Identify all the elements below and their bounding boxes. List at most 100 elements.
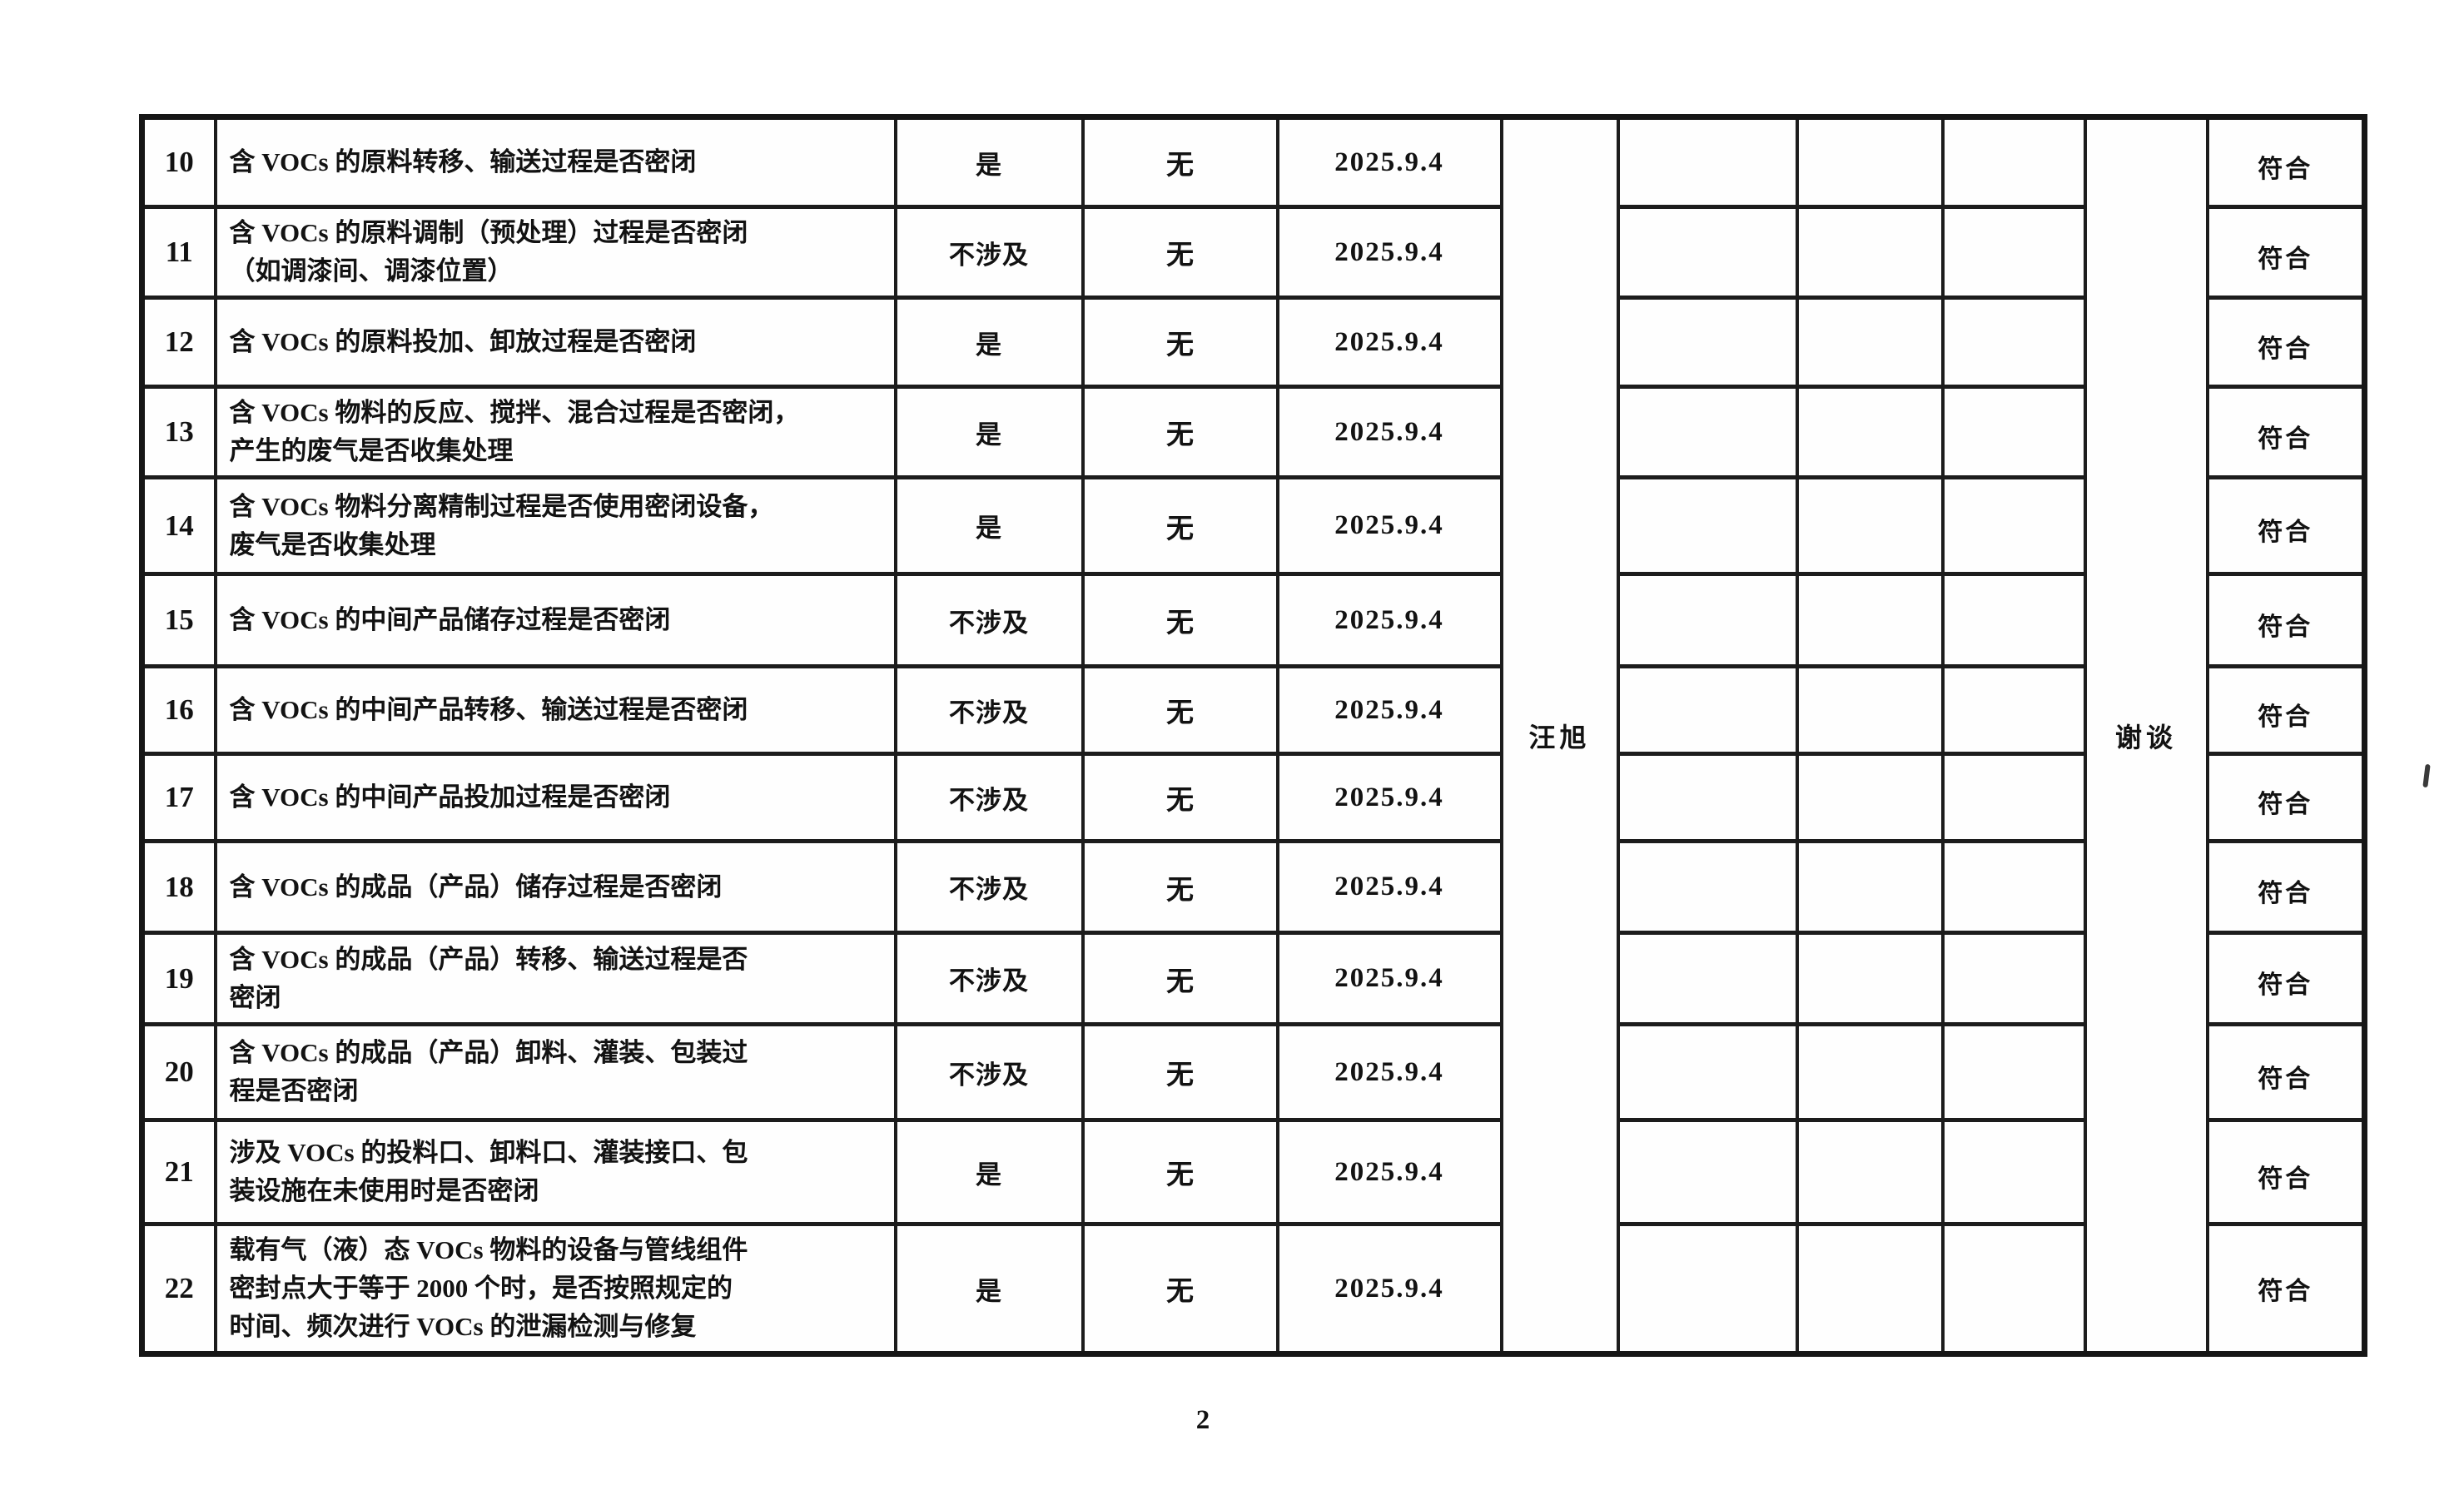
record-cell-empty: [1940, 475, 2087, 576]
inspection-date-cell: 2025.9.4: [1275, 205, 1503, 300]
row-number-cell: 13: [140, 385, 217, 479]
record-cell-empty: [1795, 115, 1945, 209]
record-cell-empty: [1940, 1118, 2087, 1226]
conclusion-cell: 符合: [2205, 1022, 2367, 1122]
record-cell-empty: [1616, 205, 1799, 300]
table-row: 22 载有气（液）态 VOCs 物料的设备与管线组件 密封点大于等于 2000 个…: [140, 1222, 2367, 1356]
record-cell-empty: [1940, 385, 2087, 479]
conclusion-cell: 符合: [2205, 385, 2367, 479]
table-row: 20 含 VOCs 的成品（产品）卸料、灌装、包装过 程是否密闭 不涉及无 2025.…: [140, 1022, 2367, 1122]
inspection-date-cell: 2025.9.4: [1275, 1022, 1503, 1122]
record-cell-empty: [1616, 931, 1799, 1026]
row-number-cell: 14: [140, 475, 217, 576]
answer-cell: 不涉及: [893, 1022, 1085, 1122]
record-cell-empty: [1616, 475, 1799, 576]
record-cell-empty: [1795, 1222, 1945, 1356]
record-cell-empty: [1795, 931, 1945, 1026]
row-number-cell: 15: [140, 572, 217, 668]
answer-cell: 是: [893, 475, 1085, 576]
inspection-date-cell: 2025.9.4: [1275, 296, 1503, 389]
inspection-table-body: 10 含 VOCs 的原料转移、输送过程是否密闭是无 2025.9.4 汪旭 谢谈 符合 1…: [140, 115, 2367, 1356]
inspection-item-cell: 含 VOCs 的原料调制（预处理）过程是否密闭 （如调漆间、调漆位置）: [213, 205, 897, 300]
conclusion-cell: 符合: [2205, 205, 2367, 300]
table-row: 18 含 VOCs 的成品（产品）储存过程是否密闭 不涉及无 2025.9.4 符合: [140, 839, 2367, 935]
row-number-cell: 12: [140, 296, 217, 389]
conclusion-cell: 符合: [2205, 572, 2367, 668]
problem-found-cell: 无: [1080, 115, 1279, 209]
record-cell-empty: [1940, 572, 2087, 668]
record-cell-empty: [1795, 752, 1945, 843]
answer-cell: 不涉及: [893, 664, 1085, 756]
table-row: 12 含 VOCs 的原料投加、卸放过程是否密闭是无 2025.9.4 符合: [140, 296, 2367, 389]
problem-found-cell: 无: [1080, 931, 1279, 1026]
record-cell-empty: [1795, 664, 1945, 756]
problem-found-cell: 无: [1080, 664, 1279, 756]
problem-found-cell: 无: [1080, 296, 1279, 389]
record-cell-empty: [1940, 296, 2087, 389]
conclusion-cell: 符合: [2205, 475, 2367, 576]
inspection-item-cell: 载有气（液）态 VOCs 物料的设备与管线组件 密封点大于等于 2000 个时，…: [213, 1222, 897, 1356]
conclusion-cell: 符合: [2205, 839, 2367, 935]
table-row: 19 含 VOCs 的成品（产品）转移、输送过程是否 密闭 不涉及无 2025.9.4…: [140, 931, 2367, 1026]
inspection-record-table: 10 含 VOCs 的原料转移、输送过程是否密闭是无 2025.9.4 汪旭 谢谈 符合 1…: [139, 114, 2367, 1357]
table-row: 13 含 VOCs 物料的反应、搅拌、混合过程是否密闭， 产生的废气是否收集处理是…: [140, 385, 2367, 479]
answer-cell: 是: [893, 1118, 1085, 1226]
answer-cell: 不涉及: [893, 205, 1085, 300]
conclusion-cell: 符合: [2205, 931, 2367, 1026]
record-cell-empty: [1795, 296, 1945, 389]
record-cell-empty: [1616, 664, 1799, 756]
inspection-item-cell: 含 VOCs 的原料转移、输送过程是否密闭: [213, 115, 897, 209]
record-cell-empty: [1616, 1222, 1799, 1356]
record-cell-empty: [1795, 205, 1945, 300]
row-number-cell: 19: [140, 931, 217, 1026]
conclusion-cell: 符合: [2205, 115, 2367, 209]
inspection-item-cell: 含 VOCs 的成品（产品）转移、输送过程是否 密闭: [213, 931, 897, 1026]
record-cell-empty: [1795, 475, 1945, 576]
inspection-item-cell: 含 VOCs 的中间产品转移、输送过程是否密闭: [213, 664, 897, 756]
table-row: 11 含 VOCs 的原料调制（预处理）过程是否密闭 （如调漆间、调漆位置） 不涉及…: [140, 205, 2367, 300]
answer-cell: 是: [893, 115, 1085, 209]
page-number: 2: [1195, 1405, 1210, 1435]
record-cell-empty: [1616, 839, 1799, 935]
conclusion-cell: 符合: [2205, 664, 2367, 756]
inspection-date-cell: 2025.9.4: [1275, 664, 1503, 756]
problem-found-cell: 无: [1080, 752, 1279, 843]
row-number-cell: 17: [140, 752, 217, 843]
row-number-cell: 22: [140, 1222, 217, 1356]
problem-found-cell: 无: [1080, 205, 1279, 300]
record-cell-empty: [1795, 385, 1945, 479]
table-row: 16 含 VOCs 的中间产品转移、输送过程是否密闭 不涉及无 2025.9.4 符合: [140, 664, 2367, 756]
answer-cell: 是: [893, 1222, 1085, 1356]
record-cell-empty: [1940, 1222, 2087, 1356]
row-number-cell: 18: [140, 839, 217, 935]
problem-found-cell: 无: [1080, 839, 1279, 935]
record-cell-empty: [1795, 1022, 1945, 1122]
conclusion-cell: 符合: [2205, 1222, 2367, 1356]
table-row: 17 含 VOCs 的中间产品投加过程是否密闭 不涉及无 2025.9.4 符合: [140, 752, 2367, 843]
answer-cell: 是: [893, 296, 1085, 389]
row-number-cell: 20: [140, 1022, 217, 1122]
row-number-cell: 21: [140, 1118, 217, 1226]
row-number-cell: 11: [140, 205, 217, 300]
inspection-item-cell: 涉及 VOCs 的投料口、卸料口、灌装接口、包 装设施在未使用时是否密闭: [213, 1118, 897, 1226]
inspection-date-cell: 2025.9.4: [1275, 385, 1503, 479]
inspection-date-cell: 2025.9.4: [1275, 115, 1503, 209]
record-cell-empty: [1616, 752, 1799, 843]
record-cell-empty: [1940, 839, 2087, 935]
reviewer-signature-cell: 谢谈: [2083, 115, 2209, 1356]
record-cell-empty: [1940, 664, 2087, 756]
record-cell-empty: [1940, 931, 2087, 1026]
inspection-item-cell: 含 VOCs 的中间产品储存过程是否密闭: [213, 572, 897, 668]
problem-found-cell: 无: [1080, 385, 1279, 479]
record-cell-empty: [1616, 1022, 1799, 1122]
problem-found-cell: 无: [1080, 475, 1279, 576]
conclusion-cell: 符合: [2205, 296, 2367, 389]
record-cell-empty: [1940, 1022, 2087, 1122]
inspection-date-cell: 2025.9.4: [1275, 572, 1503, 668]
record-cell-empty: [1795, 572, 1945, 668]
record-cell-empty: [1940, 205, 2087, 300]
table-row: 10 含 VOCs 的原料转移、输送过程是否密闭是无 2025.9.4 汪旭 谢谈 符合: [140, 115, 2367, 1356]
problem-found-cell: 无: [1080, 572, 1279, 668]
inspection-date-cell: 2025.9.4: [1275, 752, 1503, 843]
table-row: 21 涉及 VOCs 的投料口、卸料口、灌装接口、包 装设施在未使用时是否密闭是无…: [140, 1118, 2367, 1226]
